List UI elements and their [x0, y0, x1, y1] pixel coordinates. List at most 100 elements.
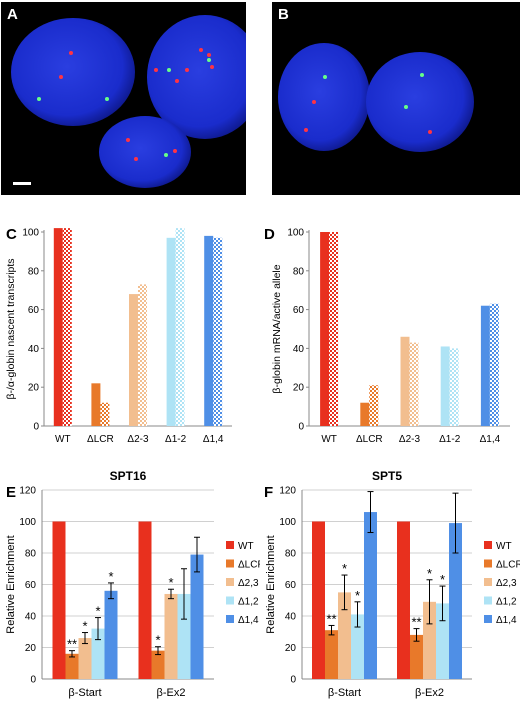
bar [351, 614, 364, 679]
x-tick-label: β-Start [68, 687, 101, 699]
y-tick-label: 0 [30, 675, 36, 686]
legend-label: WT [238, 541, 254, 552]
x-tick-label: ΔLCR [87, 434, 114, 445]
x-tick-label: ΔLCR [356, 434, 383, 445]
bar [65, 653, 79, 679]
legend-swatch [484, 541, 492, 549]
significance-label: * [355, 588, 360, 603]
bar [204, 235, 214, 426]
bar [489, 303, 499, 426]
x-tick-label: Δ2-3 [127, 434, 149, 445]
bar [423, 601, 436, 679]
significance-label: * [342, 561, 347, 576]
green-foci [167, 68, 171, 72]
y-tick-label: 0 [33, 422, 39, 433]
panel-label-d: D [264, 226, 275, 243]
legend-label: Δ1,2 [496, 597, 517, 608]
x-tick-label: β-Start [328, 687, 361, 699]
bar [138, 521, 152, 679]
legend-label: Δ1,4 [496, 615, 517, 626]
green-foci [207, 58, 211, 62]
bar [53, 228, 63, 426]
chart-title: SPT5 [372, 469, 402, 483]
bar [177, 593, 191, 679]
y-axis-label: Relative Enrichment [265, 535, 277, 633]
y-axis-label: β-globin mRNA/active allele [271, 264, 283, 393]
bar [91, 383, 101, 426]
y-tick-label: 40 [285, 612, 297, 623]
y-tick-label: 0 [298, 422, 304, 433]
red-foci [210, 65, 214, 69]
significance-label: * [440, 572, 445, 587]
bar [164, 593, 178, 679]
bar [480, 305, 490, 426]
x-tick-label: β-Ex2 [415, 687, 444, 699]
red-foci [428, 130, 432, 134]
micrograph-b: B [272, 2, 520, 195]
bar [449, 348, 459, 426]
bar [440, 346, 450, 426]
y-tick-label: 0 [290, 675, 296, 686]
y-axis-label: Relative Enrichment [5, 535, 17, 633]
bar [166, 237, 176, 426]
legend-swatch [484, 559, 492, 568]
panel-f: F SPT5 0 20 40 60 80 100 120 ** * * β-Start ** * * β-Ex… [260, 466, 520, 708]
bar [151, 650, 165, 679]
bar [320, 232, 330, 426]
panel-label-e: E [6, 484, 17, 501]
bar [369, 385, 379, 426]
significance-label: ** [411, 615, 421, 630]
bar [397, 521, 410, 679]
bar [364, 512, 377, 679]
y-tick-label: 60 [285, 580, 297, 591]
legend-swatch [226, 596, 234, 605]
chart-e: SPT16020406080100120*****β-Start**β-Ex2R… [5, 469, 265, 699]
x-tick-label: Δ2-3 [399, 434, 421, 445]
y-tick-label: 60 [25, 580, 37, 591]
significance-label: ** [67, 637, 77, 652]
bar [138, 284, 147, 426]
y-tick-label: 40 [293, 344, 305, 355]
y-tick-label: 100 [287, 228, 304, 239]
x-tick-label: WT [55, 434, 71, 445]
bar [325, 630, 338, 679]
green-foci [37, 97, 41, 101]
green-foci [164, 153, 168, 157]
bar [62, 228, 72, 426]
y-tick-label: 100 [279, 517, 296, 528]
significance-label: * [108, 569, 113, 584]
legend-label: ΔLCR [238, 560, 260, 571]
bar [410, 634, 423, 679]
panel-label-f: F [264, 484, 274, 501]
bar [78, 638, 92, 679]
green-foci [420, 73, 424, 77]
red-foci [154, 68, 158, 72]
y-tick-label: 120 [279, 486, 296, 497]
red-foci [199, 48, 203, 52]
green-foci [105, 97, 109, 101]
bar [360, 402, 370, 426]
y-tick-label: 60 [293, 305, 305, 316]
red-foci [126, 138, 130, 142]
y-tick-label: 80 [285, 549, 297, 560]
red-foci [312, 100, 316, 104]
legend-swatch [484, 578, 492, 586]
red-foci [134, 157, 138, 161]
panel-label-b: B [278, 6, 289, 23]
y-tick-label: 20 [293, 383, 305, 394]
legend-swatch [226, 559, 234, 568]
y-tick-label: 40 [28, 344, 40, 355]
panel-e: E SPT16 0 20 40 60 80 100 120 ** * * * β-Start * * β-Ex… [0, 466, 265, 708]
nucleus [99, 116, 191, 188]
green-foci [323, 75, 327, 79]
y-tick-label: 100 [22, 228, 39, 239]
bar [104, 590, 118, 679]
legend-label: ΔLCR [496, 560, 520, 571]
y-tick-label: 40 [25, 612, 37, 623]
bar [91, 628, 105, 679]
red-foci [59, 75, 63, 79]
y-tick-label: 100 [19, 517, 36, 528]
significance-label: * [155, 633, 160, 648]
red-foci [69, 51, 73, 55]
